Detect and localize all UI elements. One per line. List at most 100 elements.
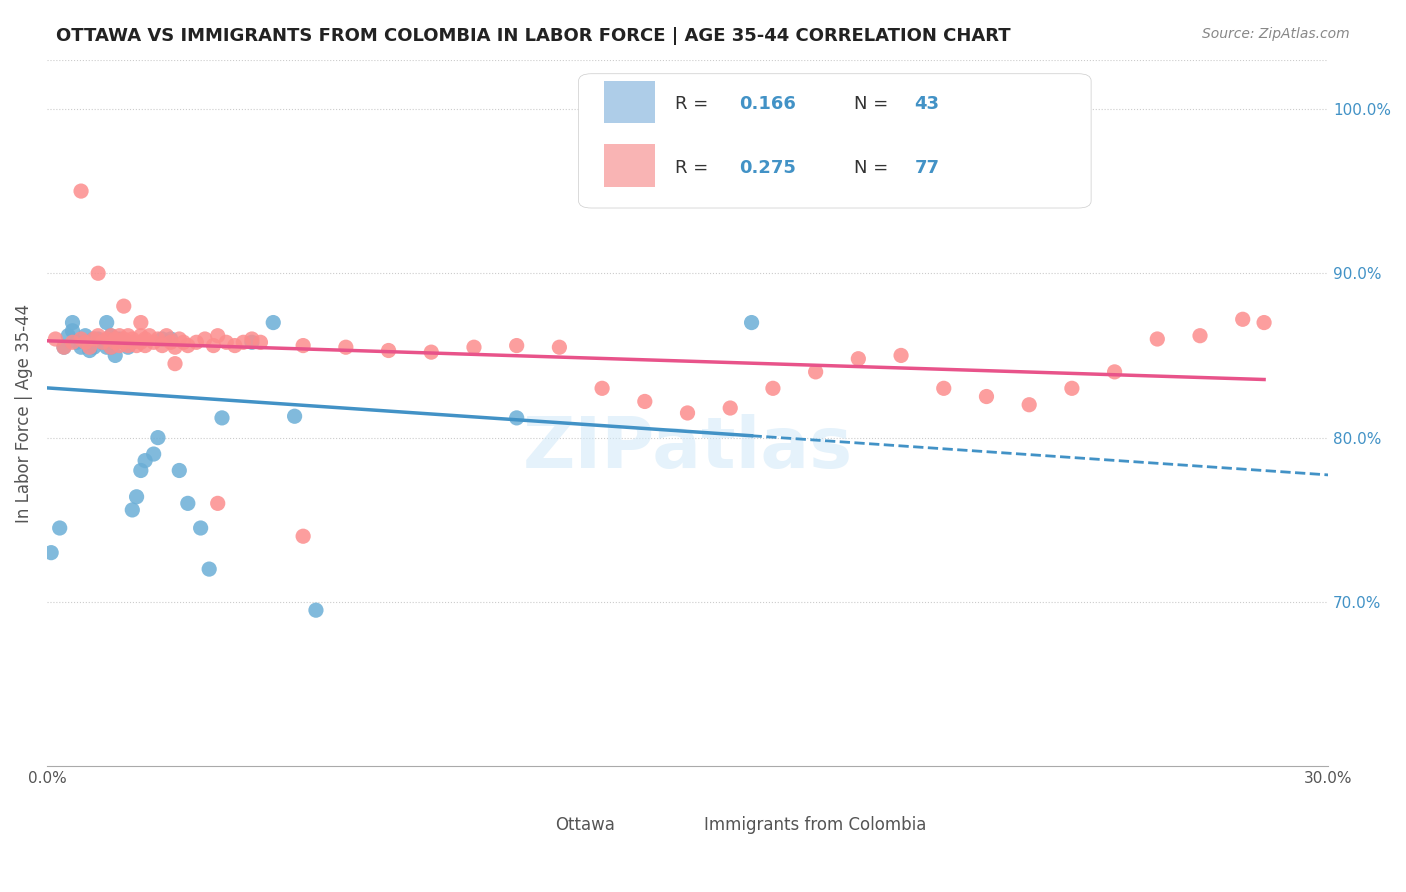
Point xyxy=(1018,398,1040,412)
Point xyxy=(890,348,912,362)
Point xyxy=(159,335,181,350)
Point xyxy=(117,338,139,352)
Point xyxy=(976,390,998,404)
Point xyxy=(202,338,225,352)
Text: OTTAWA VS IMMIGRANTS FROM COLOMBIA IN LABOR FORCE | AGE 35-44 CORRELATION CHART: OTTAWA VS IMMIGRANTS FROM COLOMBIA IN LA… xyxy=(56,27,1011,45)
Point xyxy=(108,332,131,346)
Point xyxy=(194,332,217,346)
Point xyxy=(150,338,173,352)
Point xyxy=(100,340,122,354)
Point xyxy=(134,332,156,346)
Point xyxy=(224,338,246,352)
Point xyxy=(163,357,186,371)
Point xyxy=(292,338,315,352)
Point xyxy=(129,335,152,350)
Point xyxy=(142,335,165,350)
Point xyxy=(207,496,229,510)
Point xyxy=(138,328,160,343)
Point xyxy=(1060,381,1083,395)
Point xyxy=(505,338,527,352)
Point xyxy=(58,328,80,343)
Point xyxy=(39,546,62,560)
Point xyxy=(83,332,105,346)
Point xyxy=(190,521,212,535)
Point xyxy=(932,381,955,395)
Point xyxy=(70,184,93,198)
Point xyxy=(420,345,443,359)
Point xyxy=(62,316,84,330)
Point xyxy=(108,328,131,343)
Point xyxy=(846,351,869,366)
Text: Source: ZipAtlas.com: Source: ZipAtlas.com xyxy=(1202,27,1350,41)
Point xyxy=(129,463,152,477)
Point xyxy=(146,332,169,346)
Point xyxy=(121,503,143,517)
Text: 43: 43 xyxy=(914,95,939,113)
Point xyxy=(159,332,181,346)
FancyBboxPatch shape xyxy=(605,145,655,186)
Point xyxy=(134,453,156,467)
Point xyxy=(121,332,143,346)
Point xyxy=(104,332,127,346)
Point xyxy=(262,316,284,330)
Point xyxy=(125,338,148,352)
Point xyxy=(804,365,827,379)
Point xyxy=(146,431,169,445)
Point xyxy=(207,328,229,343)
Point xyxy=(87,266,110,280)
Point xyxy=(215,335,238,350)
Point xyxy=(62,335,84,350)
Point xyxy=(548,340,571,354)
Point xyxy=(52,340,75,354)
Text: Immigrants from Colombia: Immigrants from Colombia xyxy=(704,816,927,834)
Text: 77: 77 xyxy=(914,159,939,177)
Point xyxy=(104,335,127,350)
Text: 0.275: 0.275 xyxy=(738,159,796,177)
Point xyxy=(91,335,114,350)
Point xyxy=(96,340,118,354)
Point xyxy=(48,521,70,535)
Point xyxy=(292,529,315,543)
Text: R =: R = xyxy=(675,95,714,113)
Point xyxy=(377,343,399,358)
Text: ZIPatlas: ZIPatlas xyxy=(523,414,852,483)
Point xyxy=(240,335,263,350)
Point xyxy=(249,335,271,350)
Point xyxy=(177,496,200,510)
Point xyxy=(117,328,139,343)
Point xyxy=(335,340,357,354)
Point xyxy=(169,332,191,346)
Point xyxy=(129,328,152,343)
Text: 0.166: 0.166 xyxy=(738,95,796,113)
Point xyxy=(112,335,135,350)
Point xyxy=(240,332,263,346)
Point xyxy=(1253,316,1275,330)
Y-axis label: In Labor Force | Age 35-44: In Labor Force | Age 35-44 xyxy=(15,303,32,523)
Point xyxy=(163,340,186,354)
Point xyxy=(117,340,139,354)
Text: N =: N = xyxy=(853,159,894,177)
Point xyxy=(62,324,84,338)
Text: Ottawa: Ottawa xyxy=(555,816,614,834)
Point xyxy=(112,299,135,313)
Point xyxy=(112,332,135,346)
Text: N =: N = xyxy=(853,95,894,113)
Point xyxy=(505,410,527,425)
Point xyxy=(591,381,613,395)
Point xyxy=(129,316,152,330)
Point xyxy=(96,332,118,346)
Point xyxy=(91,335,114,350)
Point xyxy=(1104,365,1126,379)
Point xyxy=(104,332,127,346)
Point xyxy=(87,328,110,343)
Point xyxy=(75,328,97,343)
Point xyxy=(75,335,97,350)
Point xyxy=(762,381,785,395)
Point xyxy=(198,562,221,576)
Point xyxy=(70,332,93,346)
Point xyxy=(100,340,122,354)
FancyBboxPatch shape xyxy=(502,795,534,820)
Point xyxy=(108,338,131,352)
Point xyxy=(1188,328,1211,343)
Point xyxy=(70,340,93,354)
